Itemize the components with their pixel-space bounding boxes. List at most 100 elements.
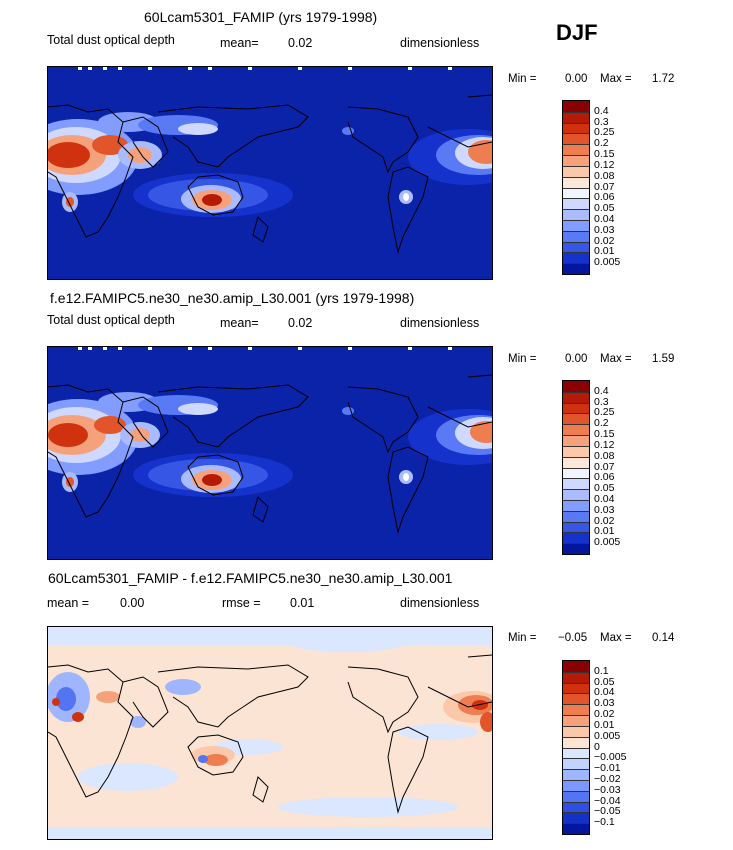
- panel2-variable: Total dust optical depth: [47, 313, 175, 327]
- colorbar-label: 0.4: [594, 384, 609, 397]
- colorbar-label: 0.12: [594, 438, 615, 451]
- colorbar-label: 0.25: [594, 406, 615, 419]
- colorbar-box: [563, 230, 589, 242]
- colorbar-label: 0.05: [594, 675, 615, 688]
- colorbar-label: −0.02: [594, 772, 621, 785]
- colorbar-box: [563, 736, 589, 748]
- colorbar-box: [563, 198, 589, 210]
- colorbar-box: [563, 812, 589, 824]
- panel3-max-value: 0.14: [652, 632, 675, 644]
- colorbar-label: 0.06: [594, 191, 615, 204]
- panel2-units: dimensionless: [400, 316, 480, 330]
- colorbar-box: [563, 543, 589, 554]
- colorbar-label: −0.1: [594, 816, 615, 829]
- colorbar-label: −0.04: [594, 794, 621, 807]
- colorbar-box: [563, 467, 589, 479]
- panel3-colorbar: [562, 660, 590, 835]
- panel3-coastlines: [48, 654, 492, 814]
- panel2-ice-marks: [78, 347, 452, 350]
- colorbar-label: 0.01: [594, 525, 615, 538]
- colorbar-box: [563, 801, 589, 813]
- panel1-dust-field: [48, 112, 492, 217]
- colorbar-label: 0.05: [594, 202, 615, 215]
- colorbar-box: [563, 532, 589, 544]
- panel2-max-value: 1.59: [652, 353, 675, 365]
- panel1-min-label: Min =: [508, 73, 537, 85]
- colorbar-label: 0.3: [594, 115, 609, 128]
- colorbar-box: [563, 122, 589, 134]
- colorbar-box: [563, 671, 589, 683]
- colorbar-box: [563, 715, 589, 726]
- colorbar-label: 0.03: [594, 223, 615, 236]
- panel3-rmse-label: rmse =: [222, 596, 261, 610]
- panel3-mean-value: 0.00: [120, 596, 145, 610]
- colorbar-label: 0.04: [594, 492, 615, 505]
- colorbar-box: [563, 769, 589, 780]
- colorbar-box: [563, 155, 589, 166]
- colorbar-box: [563, 435, 589, 446]
- colorbar-box: [563, 252, 589, 264]
- colorbar-label: 0.03: [594, 503, 615, 516]
- colorbar-label: 0.07: [594, 460, 615, 473]
- colorbar-box: [563, 693, 589, 705]
- panel3-min-label: Min =: [508, 632, 537, 644]
- colorbar-label: 0.4: [594, 104, 609, 117]
- colorbar-box: [563, 219, 589, 231]
- panel2-max-label: Max =: [600, 353, 632, 365]
- colorbar-box: [563, 747, 589, 759]
- panel1-map: [47, 66, 493, 280]
- colorbar-label: 0.07: [594, 180, 615, 193]
- colorbar-label: 0.01: [594, 245, 615, 258]
- panel1-min-value: 0.00: [565, 73, 588, 85]
- colorbar-label: 0.12: [594, 158, 615, 171]
- colorbar-label: 0.04: [594, 686, 615, 699]
- colorbar-box: [563, 241, 589, 253]
- colorbar-label: 0.08: [594, 449, 615, 462]
- colorbar-label: 0.02: [594, 514, 615, 527]
- panel3-min-value: −0.05: [558, 632, 588, 644]
- colorbar-label: 0.02: [594, 708, 615, 721]
- colorbar-label: −0.01: [594, 762, 621, 775]
- colorbar-box: [563, 790, 589, 802]
- colorbar-box: [563, 101, 589, 112]
- panel3-max-label: Max =: [600, 632, 632, 644]
- panel1-variable: Total dust optical depth: [47, 33, 175, 47]
- season-label: DJF: [556, 20, 598, 45]
- colorbar-box: [563, 209, 589, 220]
- colorbar-label: 0.3: [594, 395, 609, 408]
- colorbar-box: [563, 510, 589, 522]
- colorbar-box: [563, 424, 589, 436]
- colorbar-box: [563, 499, 589, 511]
- panel2-coastlines: [48, 374, 492, 534]
- panel2-title: f.e12.FAMIPC5.ne30_ne30.amip_L30.001 (yr…: [50, 290, 415, 306]
- colorbar-label: 0.2: [594, 137, 609, 150]
- colorbar-label: −0.05: [594, 805, 621, 818]
- panel2-dust-field: [48, 392, 492, 497]
- colorbar-label: 0.005: [594, 536, 621, 549]
- panel1-colorbar: [562, 100, 590, 275]
- panel1-title: 60Lcam5301_FAMIP (yrs 1979-1998): [144, 9, 378, 25]
- panel1-coastlines: [48, 94, 492, 254]
- colorbar-box: [563, 381, 589, 392]
- colorbar-label: 0.08: [594, 169, 615, 182]
- panel3-units: dimensionless: [400, 596, 480, 610]
- colorbar-box: [563, 187, 589, 199]
- panel1-max-label: Max =: [600, 73, 632, 85]
- colorbar-box: [563, 111, 589, 123]
- colorbar-label: 0.06: [594, 471, 615, 484]
- colorbar-box: [563, 402, 589, 414]
- panel2-mean-value: 0.02: [288, 316, 313, 330]
- panel1-mean-label: mean=: [220, 36, 259, 50]
- colorbar-box: [563, 661, 589, 672]
- colorbar-box: [563, 445, 589, 457]
- panel3-difference-field: [48, 627, 492, 839]
- colorbar-box: [563, 521, 589, 533]
- colorbar-label: 0.1: [594, 664, 609, 677]
- panel2-colorbar: [562, 380, 590, 555]
- colorbar-box: [563, 263, 589, 274]
- colorbar-label: 0.02: [594, 234, 615, 247]
- panel1-ice-marks: [78, 67, 452, 70]
- colorbar-box: [563, 758, 589, 770]
- panel1-map-canvas: [48, 67, 492, 254]
- panel2-map-canvas: [48, 347, 492, 534]
